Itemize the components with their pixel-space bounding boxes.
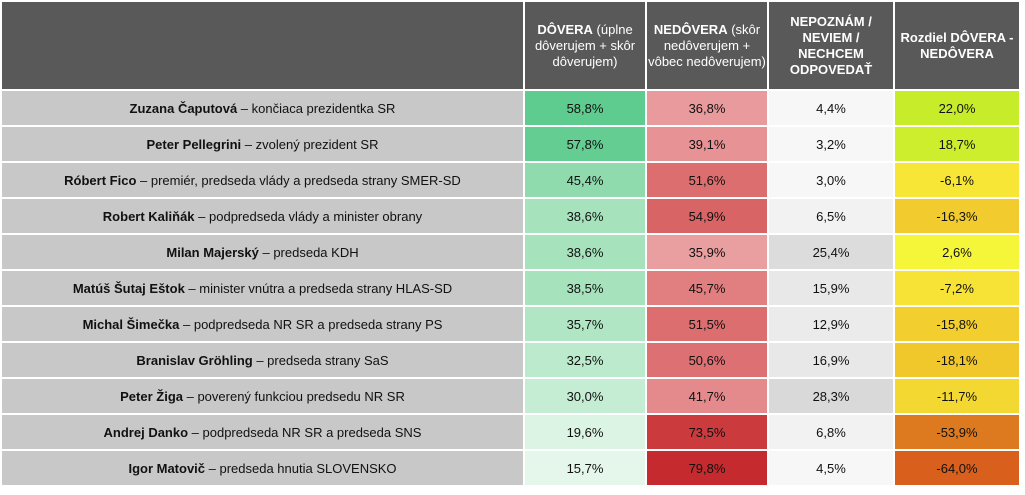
unknown-value: 25,4% — [769, 235, 893, 269]
distrust-value: 73,5% — [647, 415, 767, 449]
difference-value: -6,1% — [895, 163, 1019, 197]
politician-name: Michal Šimečka — [82, 316, 180, 332]
unknown-value: 4,4% — [769, 91, 893, 125]
difference-value: 22,0% — [895, 91, 1019, 125]
politician-cell: Matúš Šutaj Eštok – minister vnútra a pr… — [2, 271, 523, 305]
politician-role: – podpredseda NR SR a predseda strany PS — [179, 316, 443, 332]
politician-role: – zvolený prezident SR — [241, 136, 379, 152]
difference-value: -18,1% — [895, 343, 1019, 377]
politician-cell: Róbert Fico – premiér, predseda vlády a … — [2, 163, 523, 197]
politician-cell: Zuzana Čaputová – končiaca prezidentka S… — [2, 91, 523, 125]
difference-value: 18,7% — [895, 127, 1019, 161]
header-distrust: NEDÔVERA (skôr nedôverujem + vôbec nedôv… — [647, 2, 767, 89]
politician-name: Robert Kaliňák — [102, 208, 195, 224]
difference-value: -16,3% — [895, 199, 1019, 233]
table-row: Michal Šimečka – podpredseda NR SR a pre… — [2, 307, 1019, 341]
unknown-value: 3,0% — [769, 163, 893, 197]
trust-value: 19,6% — [525, 415, 645, 449]
table-row: Branislav Gröhling – predseda strany SaS… — [2, 343, 1019, 377]
difference-value: -11,7% — [895, 379, 1019, 413]
unknown-value: 3,2% — [769, 127, 893, 161]
distrust-value: 41,7% — [647, 379, 767, 413]
politician-name: Matúš Šutaj Eštok — [72, 280, 185, 296]
table-row: Róbert Fico – premiér, predseda vlády a … — [2, 163, 1019, 197]
politician-role: – poverený funkciou predsedu NR SR — [183, 388, 405, 404]
table-row: Peter Pellegrini – zvolený prezident SR 5… — [2, 127, 1019, 161]
politician-role: – podpredseda vlády a minister obrany — [194, 208, 423, 224]
unknown-value: 15,9% — [769, 271, 893, 305]
table-row: Zuzana Čaputová – končiaca prezidentka S… — [2, 91, 1019, 125]
distrust-value: 54,9% — [647, 199, 767, 233]
politician-name: Róbert Fico — [64, 172, 137, 188]
header-unknown: NEPOZNÁM / NEVIEM / NECHCEM ODPOVEDAŤ — [769, 2, 893, 89]
trust-value: 30,0% — [525, 379, 645, 413]
politician-cell: Milan Majerský – predseda KDH — [2, 235, 523, 269]
politician-role: – končiaca prezidentka SR — [237, 100, 396, 116]
unknown-value: 4,5% — [769, 451, 893, 485]
table-body: Zuzana Čaputová – končiaca prezidentka S… — [2, 91, 1019, 485]
table-row: Peter Žiga – poverený funkciou predsedu … — [2, 379, 1019, 413]
politician-role: – premiér, predseda vlády a predseda str… — [136, 172, 461, 188]
table-row: Robert Kaliňák – podpredseda vlády a min… — [2, 199, 1019, 233]
unknown-value: 6,8% — [769, 415, 893, 449]
table-row: Igor Matovič – predseda hnutia SLOVENSKO… — [2, 451, 1019, 485]
politician-role: – predseda hnutia SLOVENSKO — [205, 460, 397, 476]
politician-role: – predseda KDH — [258, 244, 359, 260]
politician-name: Branislav Gröhling — [136, 352, 253, 368]
trust-value: 15,7% — [525, 451, 645, 485]
politician-cell: Branislav Gröhling – predseda strany SaS — [2, 343, 523, 377]
distrust-value: 51,5% — [647, 307, 767, 341]
politician-name: Igor Matovič — [128, 460, 206, 476]
politician-cell: Igor Matovič – predseda hnutia SLOVENSKO — [2, 451, 523, 485]
trust-value: 35,7% — [525, 307, 645, 341]
unknown-value: 6,5% — [769, 199, 893, 233]
politician-cell: Peter Pellegrini – zvolený prezident SR — [2, 127, 523, 161]
header-difference: Rozdiel DÔVERA - NEDÔVERA — [895, 2, 1019, 89]
header-row: DÔVERA (úplne dôverujem + skôr dôverujem… — [2, 2, 1019, 89]
trust-value: 38,6% — [525, 199, 645, 233]
politician-role: – minister vnútra a predseda strany HLAS… — [184, 280, 453, 296]
distrust-value: 50,6% — [647, 343, 767, 377]
distrust-value: 35,9% — [647, 235, 767, 269]
distrust-value: 79,8% — [647, 451, 767, 485]
table-row: Andrej Danko – podpredseda NR SR a preds… — [2, 415, 1019, 449]
politician-cell: Michal Šimečka – podpredseda NR SR a pre… — [2, 307, 523, 341]
trust-value: 45,4% — [525, 163, 645, 197]
distrust-value: 39,1% — [647, 127, 767, 161]
table-row: Matúš Šutaj Eštok – minister vnútra a pr… — [2, 271, 1019, 305]
politician-name: Peter Žiga — [120, 388, 183, 404]
politician-name: Zuzana Čaputová — [129, 100, 238, 116]
politician-role: – podpredseda NR SR a predseda SNS — [188, 424, 422, 440]
difference-value: 2,6% — [895, 235, 1019, 269]
distrust-value: 36,8% — [647, 91, 767, 125]
difference-value: -15,8% — [895, 307, 1019, 341]
politician-role: – predseda strany SaS — [252, 352, 389, 368]
difference-value: -53,9% — [895, 415, 1019, 449]
politician-cell: Andrej Danko – podpredseda NR SR a preds… — [2, 415, 523, 449]
difference-value: -7,2% — [895, 271, 1019, 305]
trust-value: 38,5% — [525, 271, 645, 305]
difference-value: -64,0% — [895, 451, 1019, 485]
unknown-value: 16,9% — [769, 343, 893, 377]
trust-value: 57,8% — [525, 127, 645, 161]
politician-cell: Peter Žiga – poverený funkciou predsedu … — [2, 379, 523, 413]
table-row: Milan Majerský – predseda KDH 38,6% 35,9% 2… — [2, 235, 1019, 269]
distrust-value: 45,7% — [647, 271, 767, 305]
trust-table: DÔVERA (úplne dôverujem + skôr dôverujem… — [2, 2, 1019, 485]
trust-value: 38,6% — [525, 235, 645, 269]
politician-cell: Robert Kaliňák – podpredseda vlády a min… — [2, 199, 523, 233]
header-trust: DÔVERA (úplne dôverujem + skôr dôverujem… — [525, 2, 645, 89]
politician-name: Andrej Danko — [103, 424, 189, 440]
trust-value: 58,8% — [525, 91, 645, 125]
header-corner — [2, 2, 523, 89]
trust-value: 32,5% — [525, 343, 645, 377]
politician-name: Peter Pellegrini — [146, 136, 242, 152]
politician-name: Milan Majerský — [166, 244, 259, 260]
unknown-value: 12,9% — [769, 307, 893, 341]
unknown-value: 28,3% — [769, 379, 893, 413]
distrust-value: 51,6% — [647, 163, 767, 197]
